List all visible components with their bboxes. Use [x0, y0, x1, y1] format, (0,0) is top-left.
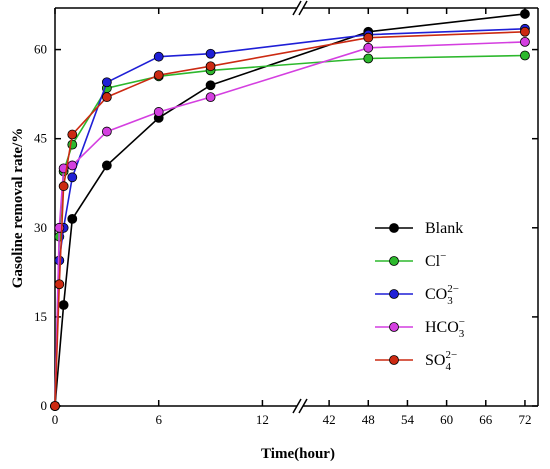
data-point	[153, 51, 164, 62]
data-point	[520, 9, 530, 19]
data-point	[67, 160, 78, 171]
x-tick-label: 48	[362, 412, 375, 427]
y-tick-label: 45	[34, 131, 47, 146]
axis-break-mark-top-1	[298, 0, 308, 16]
legend-item: Cl−	[375, 250, 446, 270]
axis-break-mark-top-0	[292, 0, 302, 16]
data-point	[363, 53, 374, 64]
data-point	[54, 279, 65, 290]
x-axis-title: Time(hour)	[261, 446, 335, 462]
legend-marker	[389, 289, 399, 299]
x-tick-label: 42	[323, 412, 336, 427]
y-axis-title: Gasoline removal rate/%	[10, 128, 26, 289]
data-point	[67, 139, 78, 150]
data-point	[205, 61, 216, 72]
legend-item: SO2− 4	[375, 349, 457, 373]
x-tick-label: 60	[440, 412, 453, 427]
data-point	[363, 42, 374, 53]
data-point	[520, 50, 530, 61]
x-tick-label: 72	[518, 412, 531, 427]
series-4	[50, 26, 530, 411]
series-line	[54, 13, 525, 407]
series-lines	[50, 9, 530, 411]
data-point	[205, 80, 216, 91]
legend-label: CO2− 3	[425, 283, 459, 307]
x-tick-label: 12	[256, 412, 269, 427]
x-tick-label: 0	[52, 412, 59, 427]
data-point	[153, 70, 164, 81]
legend-label: HCO− 3	[425, 316, 465, 340]
y-tick-label: 30	[34, 220, 47, 235]
data-point	[58, 300, 69, 310]
data-point	[101, 92, 112, 103]
data-point	[67, 129, 78, 140]
data-point	[67, 172, 78, 183]
data-point	[101, 77, 112, 88]
legend-marker	[389, 322, 399, 332]
y-tick-label: 0	[41, 398, 48, 413]
y-tick-label: 15	[34, 309, 47, 324]
x-tick-label: 54	[401, 412, 415, 427]
legend-label: Blank	[425, 220, 463, 237]
series-2	[50, 23, 530, 411]
series-0	[50, 9, 530, 411]
data-point	[58, 181, 69, 192]
legend-marker	[389, 223, 399, 233]
x-tick-label: 6	[155, 412, 162, 427]
data-point	[520, 26, 530, 37]
axis-break-mark-bottom-0	[292, 398, 302, 414]
legend-marker	[389, 355, 399, 365]
data-point	[50, 401, 60, 411]
data-point	[363, 32, 374, 43]
legend-label: Cl−	[425, 250, 446, 270]
data-point	[67, 213, 78, 224]
legend-item: Blank	[375, 220, 463, 237]
legend: Blank Cl− CO2− 3 HCO− 3 SO2− 4	[375, 220, 465, 373]
data-point	[101, 126, 112, 137]
legend-label: SO2− 4	[425, 349, 457, 373]
legend-marker	[389, 256, 399, 266]
data-point	[205, 92, 216, 103]
axes: 0 15 30 45 60 0 6 12 42 48 54 60 66 72	[34, 0, 539, 427]
data-point	[153, 107, 164, 117]
x-tick-label: 66	[479, 412, 493, 427]
legend-item: CO2− 3	[375, 283, 459, 307]
y-tick-label: 60	[34, 42, 47, 57]
legend-item: HCO− 3	[375, 316, 465, 340]
data-point	[520, 36, 530, 47]
data-point	[101, 160, 112, 171]
axis-break-mark-bottom-1	[298, 398, 308, 414]
data-point	[205, 48, 216, 59]
